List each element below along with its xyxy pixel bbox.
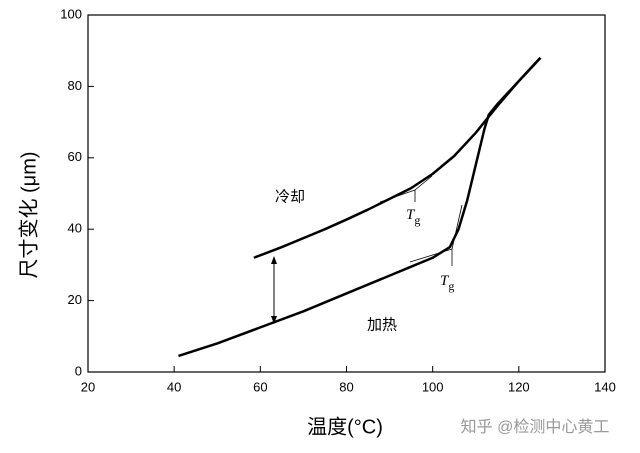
tg-t: T <box>440 273 450 289</box>
x-tick-label: 140 <box>594 379 616 394</box>
tg-tangents <box>379 175 463 266</box>
x-axis-title: 温度(°C) <box>307 415 383 438</box>
series-line <box>253 56 542 259</box>
x-tick-label: 120 <box>508 379 530 394</box>
tg-label: Tg <box>406 207 420 226</box>
series-label: 冷却 <box>275 188 305 205</box>
x-tick-label: 60 <box>253 379 267 394</box>
y-tick-label: 40 <box>68 221 82 236</box>
series-label: 加热 <box>367 316 397 333</box>
y-tick-label: 60 <box>68 149 82 164</box>
tg-sub: g <box>414 213 420 227</box>
x-tick-label: 40 <box>167 379 181 394</box>
y-axis-title: 尺寸变化 (μm) <box>17 151 40 278</box>
watermark: 知乎 @检测中心黄工 <box>461 418 610 436</box>
y-tick-label: 20 <box>68 292 82 307</box>
x-tick-label: 80 <box>339 379 353 394</box>
x-tick-label: 20 <box>81 379 95 394</box>
plot-frame <box>87 14 606 373</box>
y-tick-label: 100 <box>60 6 82 21</box>
y-tick-label: 80 <box>68 78 82 93</box>
y-tick-label: 0 <box>75 363 82 378</box>
tg-label: Tg <box>440 273 454 292</box>
x-tick-label: 100 <box>422 379 444 394</box>
series-line <box>178 56 542 358</box>
tg-t: T <box>406 207 416 223</box>
tg-sub: g <box>448 279 454 293</box>
